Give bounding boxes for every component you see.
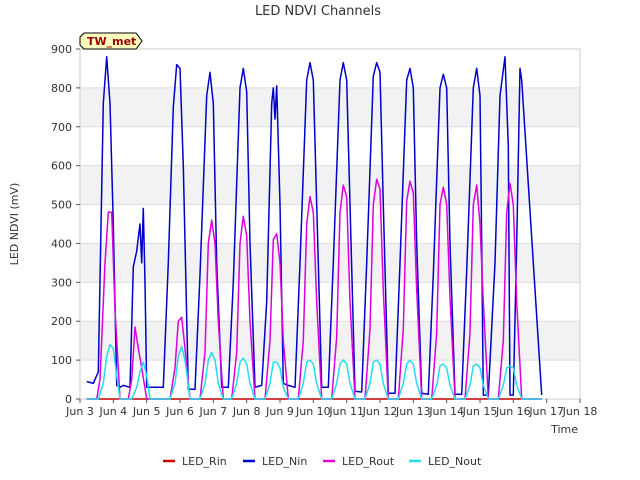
- y-tick-label: 700: [51, 121, 72, 134]
- y-tick-label: 100: [51, 354, 72, 367]
- x-tick-label: Jun 15: [462, 405, 498, 418]
- x-tick-label: Jun 7: [198, 405, 227, 418]
- legend-item: LED_Nout: [409, 455, 482, 468]
- x-tick-label: Jun 12: [362, 405, 398, 418]
- legend-label: LED_Rout: [342, 455, 395, 468]
- legend-item: LED_Rout: [323, 455, 395, 468]
- grid-band: [80, 87, 580, 127]
- x-tick-label: Jun 9: [265, 405, 294, 418]
- series-lines: [86, 56, 543, 400]
- y-tick-label: 400: [51, 237, 72, 250]
- x-tick-label: Jun 17: [528, 405, 564, 418]
- x-tick-label: Jun 14: [428, 405, 464, 418]
- x-tick-label: Jun 10: [295, 405, 331, 418]
- series-line-led-nout: [86, 343, 542, 400]
- legend-label: LED_Rin: [182, 455, 227, 468]
- legend: LED_Rin LED_Nin LED_Rout LED_Nout: [163, 455, 482, 468]
- y-tick-label: 500: [51, 199, 72, 212]
- legend-label: LED_Nout: [428, 455, 482, 468]
- annotation-box: [79, 32, 143, 50]
- x-tick-label: Jun 6: [165, 405, 194, 418]
- grid-band: [80, 243, 580, 283]
- x-tick-label: Jun 18: [562, 405, 598, 418]
- y-tick-label: 600: [51, 160, 72, 173]
- y-tick-label: 800: [51, 82, 72, 95]
- x-tick-label: Jun 4: [98, 405, 127, 418]
- legend-item: LED_Rin: [163, 455, 227, 468]
- y-axis-label: LED NDVI (mV): [8, 183, 21, 266]
- grid-band: [80, 165, 580, 205]
- x-axis-label: Time: [550, 423, 578, 436]
- y-axis-ticks: 0 100 200 300 400 500 600 700 800 900: [51, 43, 80, 406]
- x-axis-ticks: Jun 3 Jun 4 Jun 5 Jun 6 Jun 7 Jun 8 Jun 9 Jun 1…: [65, 399, 597, 418]
- x-tick-label: Jun 16: [495, 405, 531, 418]
- y-tick-label: 300: [51, 276, 72, 289]
- y-tick-label: 0: [65, 393, 72, 406]
- x-tick-label: Jun 5: [132, 405, 161, 418]
- x-tick-label: Jun 11: [328, 405, 364, 418]
- y-tick-label: 200: [51, 315, 72, 328]
- y-tick-label: 900: [51, 43, 72, 56]
- legend-item: LED_Nin: [243, 455, 307, 468]
- legend-label: LED_Nin: [262, 455, 307, 468]
- annotation-label: TW_met: [87, 35, 136, 48]
- tw-met-annotation: TW_met: [79, 32, 143, 50]
- chart-title: LED NDVI Channels: [255, 4, 381, 19]
- x-tick-label: Jun 8: [232, 405, 261, 418]
- series-line-led-nin: [86, 56, 543, 396]
- x-tick-label: Jun 3: [65, 405, 94, 418]
- x-tick-label: Jun 13: [395, 405, 431, 418]
